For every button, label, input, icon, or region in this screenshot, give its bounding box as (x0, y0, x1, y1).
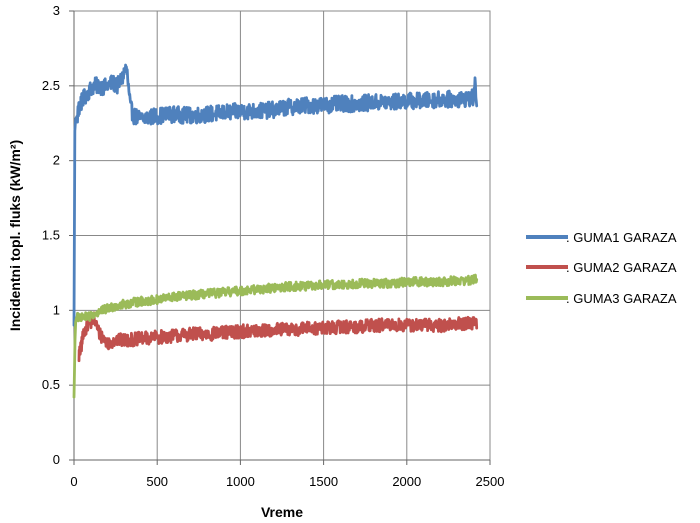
y-tick-label: 3 (53, 3, 60, 18)
series-lines (72, 63, 479, 399)
x-tick-label: 1000 (226, 474, 255, 489)
y-tick-label: 2.5 (42, 78, 60, 93)
y-tick-label: 1.5 (42, 228, 60, 243)
x-tick-label: 1500 (309, 474, 338, 489)
y-tick-label: 2 (53, 153, 60, 168)
series-line-3 (72, 273, 479, 399)
series-line-2 (77, 311, 479, 363)
y-tick-label: 0.5 (42, 377, 60, 392)
legend-item-guma3: . GUMA3 GARAZA (526, 291, 677, 306)
legend: . GUMA1 GARAZA . GUMA2 GARAZA . GUMA3 GA… (526, 230, 677, 306)
x-tick-label: 2000 (392, 474, 421, 489)
series-line-1 (72, 63, 479, 327)
legend-item-guma2: . GUMA2 GARAZA (526, 260, 677, 275)
legend-item-guma1: . GUMA1 GARAZA (526, 230, 677, 245)
x-tick-label: 0 (70, 474, 77, 489)
x-axis-title: Vreme (261, 504, 303, 520)
x-tick-label: 2500 (476, 474, 505, 489)
x-tick-label: 500 (146, 474, 168, 489)
y-tick-label: 1 (53, 302, 60, 317)
legend-label-guma3: . GUMA3 GARAZA (566, 291, 677, 306)
legend-label-guma1: . GUMA1 GARAZA (566, 230, 677, 245)
y-axis-title: Incidentni topl. fluks (kW/m²) (7, 140, 23, 331)
legend-label-guma2: . GUMA2 GARAZA (566, 260, 677, 275)
y-tick-label: 0 (53, 452, 60, 467)
tick-labels: 0 0.5 1 1.5 2 2.5 3 0 500 1000 1500 2000 2500 (42, 3, 505, 489)
